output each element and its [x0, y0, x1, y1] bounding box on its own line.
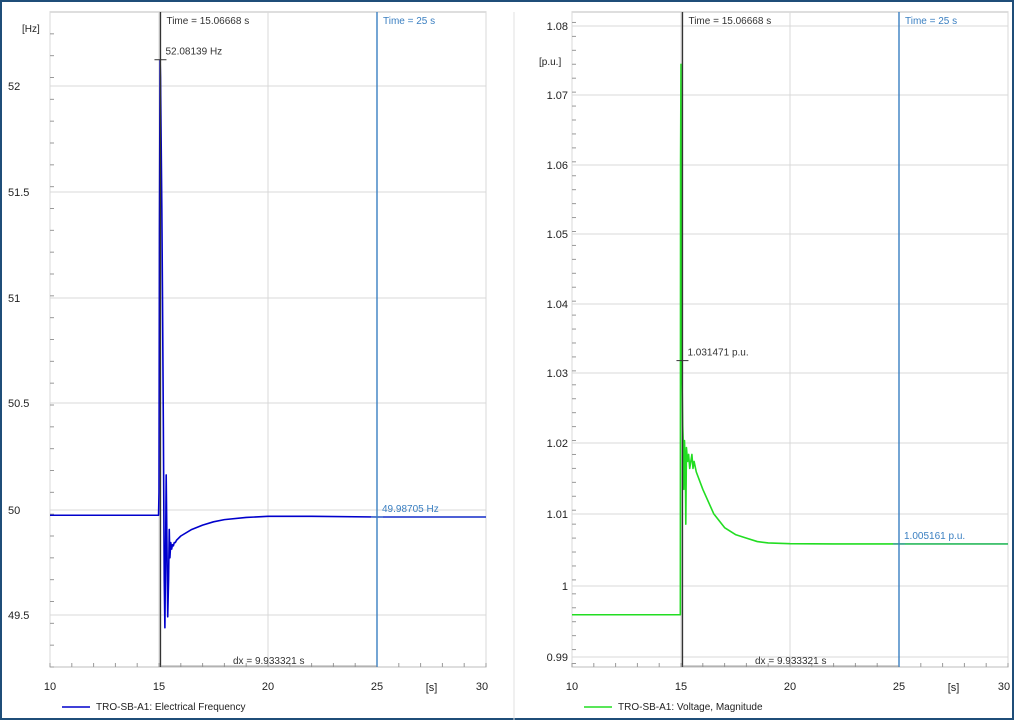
- y-tick-label: 1: [562, 581, 568, 593]
- y-tick-label: 49.5: [8, 610, 29, 622]
- y-unit-label: [Hz]: [22, 24, 40, 35]
- y-tick-label: 1.04: [547, 299, 568, 311]
- legend-label: TRO-SB-A1: Voltage, Magnitude: [618, 702, 763, 713]
- x-tick-label: 20: [784, 681, 796, 693]
- y-tick-label: 1.05: [547, 229, 568, 241]
- cursor-value-label: 1.005161 p.u.: [904, 531, 965, 542]
- x-tick-label: 30: [998, 681, 1010, 693]
- dx-label: dx = 9.933321 s: [755, 656, 826, 667]
- cursor-label-2: Time = 25 s: [905, 16, 957, 27]
- x-tick-label: 15: [675, 681, 687, 693]
- x-tick-label: 20: [262, 681, 274, 693]
- x-tick-label: 30: [476, 681, 488, 693]
- y-tick-label: 1.07: [547, 90, 568, 102]
- y-tick-label: 0.99: [547, 652, 568, 664]
- legend-label: TRO-SB-A1: Electrical Frequency: [96, 702, 246, 713]
- y-tick-label: 51: [8, 293, 20, 305]
- cursor-value-label: 1.031471 p.u.: [687, 348, 748, 359]
- x-tick-label: 10: [566, 681, 578, 693]
- y-tick-label: 50.5: [8, 398, 29, 410]
- x-unit-label: [s]: [426, 682, 438, 694]
- y-tick-label: 1.08: [547, 21, 568, 33]
- series-line-1: [50, 59, 487, 629]
- x-tick-label: 10: [44, 681, 56, 693]
- x-tick-label: 25: [893, 681, 905, 693]
- x-tick-label: 15: [153, 681, 165, 693]
- x-tick-label: 25: [371, 681, 383, 693]
- y-tick-label: 1.01: [547, 509, 568, 521]
- y-tick-label: 51.5: [8, 187, 29, 199]
- y-tick-label: 1.02: [547, 438, 568, 450]
- y-unit-label: [p.u.]: [539, 57, 561, 68]
- cursor-value-label: 52.08139 Hz: [165, 47, 222, 58]
- cursor-label-2: Time = 25 s: [383, 16, 435, 27]
- cursor-label-1: Time = 15.06668 s: [166, 16, 249, 27]
- y-tick-label: 50: [8, 505, 20, 517]
- x-unit-label: [s]: [948, 682, 960, 694]
- y-tick-label: 1.03: [547, 368, 568, 380]
- dx-label: dx = 9.933321 s: [233, 656, 304, 667]
- cursor-value-label: 49.98705 Hz: [382, 504, 439, 515]
- y-tick-label: 1.06: [547, 160, 568, 172]
- cursor-label-1: Time = 15.06668 s: [688, 16, 771, 27]
- y-tick-label: 52: [8, 81, 20, 93]
